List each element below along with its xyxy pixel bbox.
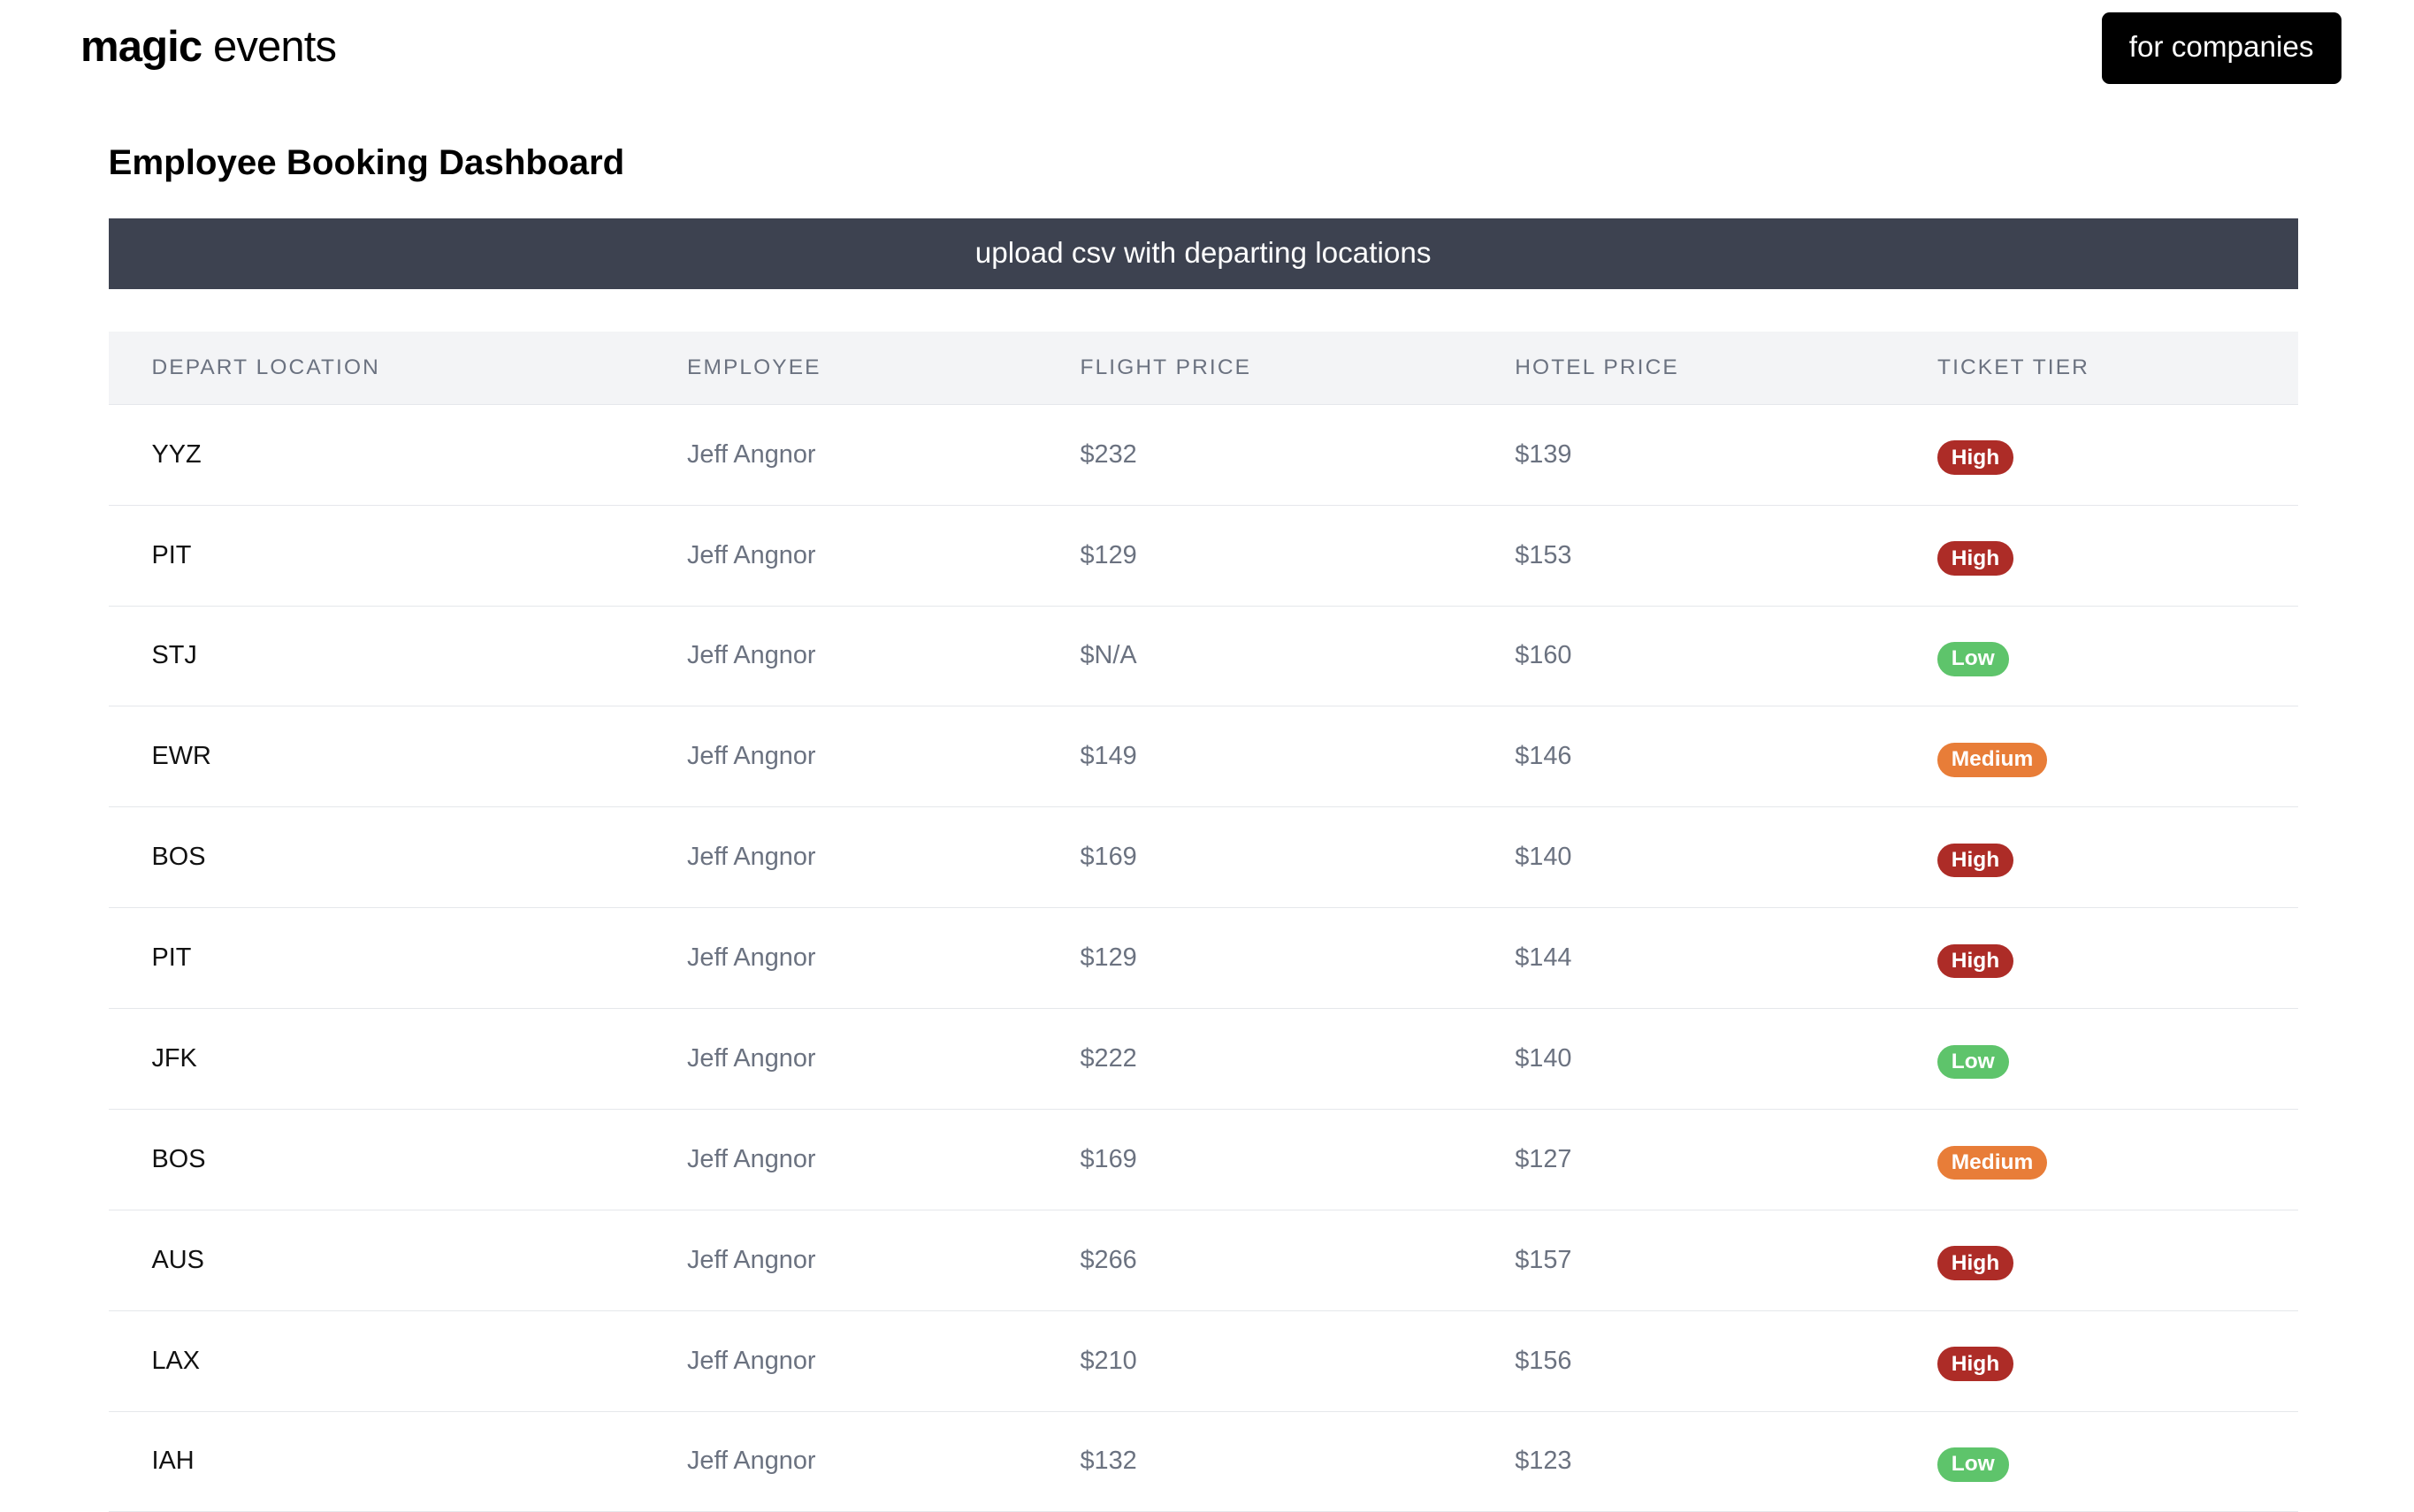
cell-employee: Jeff Angnor	[687, 606, 1081, 706]
cell-hotel-price: $140	[1515, 1009, 1937, 1110]
cell-depart-location: YYZ	[109, 404, 688, 505]
tier-badge: High	[1937, 1246, 2013, 1280]
cell-depart-location: BOS	[109, 807, 688, 908]
cell-hotel-price: $160	[1515, 606, 1937, 706]
cell-ticket-tier: High	[1937, 908, 2298, 1009]
logo[interactable]: magic events	[80, 22, 336, 72]
cell-ticket-tier: High	[1937, 505, 2298, 606]
cell-hotel-price: $153	[1515, 505, 1937, 606]
logo-bold: magic	[80, 23, 202, 71]
cell-hotel-price: $123	[1515, 1411, 1937, 1512]
cell-hotel-price: $146	[1515, 706, 1937, 807]
cell-flight-price: $266	[1081, 1210, 1516, 1310]
for-companies-button[interactable]: for companies	[2102, 12, 2341, 84]
cell-depart-location: LAX	[109, 1310, 688, 1411]
cell-hotel-price: $157	[1515, 1210, 1937, 1310]
cell-ticket-tier: Medium	[1937, 1109, 2298, 1210]
cell-employee: Jeff Angnor	[687, 706, 1081, 807]
tier-badge: Medium	[1937, 743, 2047, 777]
cell-depart-location: EWR	[109, 706, 688, 807]
cell-flight-price: $132	[1081, 1411, 1516, 1512]
upload-csv-button[interactable]: upload csv with departing locations	[109, 218, 2298, 290]
cell-depart-location: STJ	[109, 606, 688, 706]
cell-flight-price: $169	[1081, 807, 1516, 908]
cell-flight-price: $129	[1081, 505, 1516, 606]
cell-employee: Jeff Angnor	[687, 1009, 1081, 1110]
logo-light: events	[202, 23, 336, 71]
cell-employee: Jeff Angnor	[687, 807, 1081, 908]
cell-depart-location: JFK	[109, 1009, 688, 1110]
cell-flight-price: $222	[1081, 1009, 1516, 1110]
cell-depart-location: AUS	[109, 1210, 688, 1310]
cell-flight-price: $129	[1081, 908, 1516, 1009]
tier-badge: Medium	[1937, 1146, 2047, 1180]
cell-ticket-tier: Low	[1937, 1411, 2298, 1512]
tier-badge: Low	[1937, 1045, 2009, 1080]
cell-ticket-tier: Low	[1937, 606, 2298, 706]
tier-badge: High	[1937, 541, 2013, 576]
cell-ticket-tier: High	[1937, 1310, 2298, 1411]
cell-hotel-price: $139	[1515, 404, 1937, 505]
col-depart-location: Depart Location	[109, 332, 688, 405]
cell-hotel-price: $144	[1515, 908, 1937, 1009]
tier-badge: Low	[1937, 642, 2009, 676]
cell-flight-price: $149	[1081, 706, 1516, 807]
cell-employee: Jeff Angnor	[687, 1109, 1081, 1210]
cell-flight-price: $N/A	[1081, 606, 1516, 706]
cell-ticket-tier: Low	[1937, 1009, 2298, 1110]
cell-ticket-tier: Medium	[1937, 706, 2298, 807]
tier-badge: Low	[1937, 1447, 2009, 1482]
cell-hotel-price: $140	[1515, 807, 1937, 908]
cell-ticket-tier: High	[1937, 404, 2298, 505]
col-flight-price: Flight Price	[1081, 332, 1516, 405]
tier-badge: High	[1937, 1347, 2013, 1381]
cell-flight-price: $169	[1081, 1109, 1516, 1210]
cell-ticket-tier: High	[1937, 807, 2298, 908]
tier-badge: High	[1937, 440, 2013, 475]
col-employee: Employee	[687, 332, 1081, 405]
cell-ticket-tier: High	[1937, 1210, 2298, 1310]
cell-hotel-price: $127	[1515, 1109, 1937, 1210]
cell-depart-location: PIT	[109, 908, 688, 1009]
cell-employee: Jeff Angnor	[687, 1411, 1081, 1512]
table-header-row: Depart Location Employee Flight Price Ho…	[109, 332, 2298, 405]
cell-depart-location: BOS	[109, 1109, 688, 1210]
page-title: Employee Booking Dashboard	[109, 142, 625, 183]
col-ticket-tier: Ticket Tier	[1937, 332, 2298, 405]
cell-employee: Jeff Angnor	[687, 908, 1081, 1009]
cell-employee: Jeff Angnor	[687, 505, 1081, 606]
cell-hotel-price: $156	[1515, 1310, 1937, 1411]
cell-flight-price: $210	[1081, 1310, 1516, 1411]
cell-flight-price: $232	[1081, 404, 1516, 505]
cell-depart-location: PIT	[109, 505, 688, 606]
cell-employee: Jeff Angnor	[687, 404, 1081, 505]
cell-depart-location: IAH	[109, 1411, 688, 1512]
tier-badge: High	[1937, 944, 2013, 979]
cell-employee: Jeff Angnor	[687, 1310, 1081, 1411]
tier-badge: High	[1937, 844, 2013, 878]
col-hotel-price: Hotel Price	[1515, 332, 1937, 405]
cell-employee: Jeff Angnor	[687, 1210, 1081, 1310]
bookings-table: Depart Location Employee Flight Price Ho…	[109, 332, 2298, 1512]
